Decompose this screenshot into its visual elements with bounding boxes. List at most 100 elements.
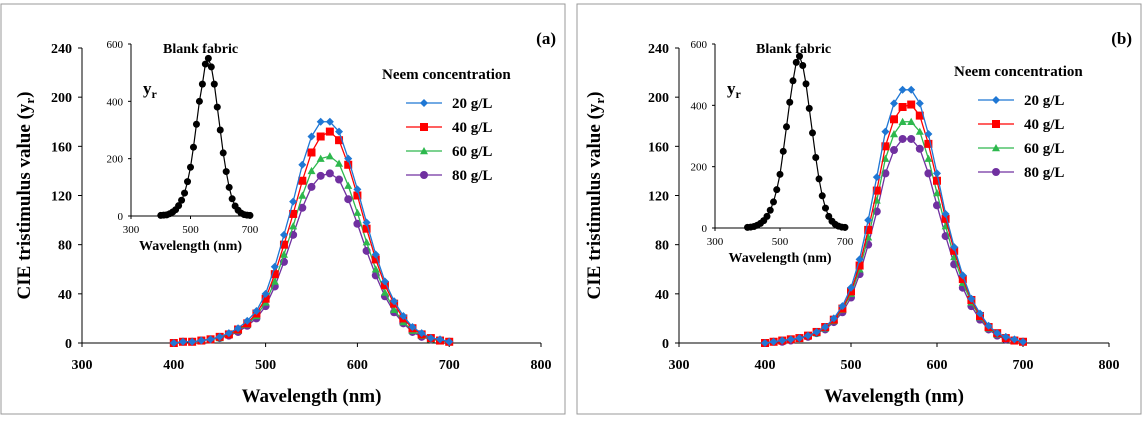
series-20gL: [761, 85, 1027, 347]
inset-data-point: [815, 175, 823, 183]
legend-label: 40 g/L: [452, 120, 492, 136]
inset-data-point: [178, 196, 186, 204]
data-point: [984, 321, 993, 330]
x-tick-label: 800: [531, 358, 552, 373]
data-point: [270, 277, 279, 285]
data-point: [353, 219, 362, 228]
data-point: [325, 127, 334, 136]
inset-chart: 0 200 400 600 300 500 700 Blank fabric yr Wavelen…: [691, 39, 854, 266]
data-point: [298, 160, 307, 169]
data-point: [380, 288, 389, 296]
inset-y-tick-label: 400: [691, 100, 708, 112]
inset-x-tick-label: 300: [707, 236, 724, 248]
data-point: [316, 117, 325, 126]
data-point: [344, 154, 353, 163]
legend-item: 20 g/L: [978, 93, 1064, 109]
data-point: [838, 302, 847, 311]
legend-item: 40 g/L: [978, 117, 1064, 133]
data-point: [976, 309, 984, 318]
x-tick-label: 700: [1013, 358, 1034, 373]
data-point: [399, 311, 408, 320]
legend-label: 20 g/L: [452, 96, 492, 112]
y-axis-label: CIE tristimulus value (yr): [584, 92, 607, 300]
legend-item: 40 g/L: [406, 120, 492, 136]
data-point: [344, 195, 353, 204]
inset-data-point: [187, 163, 194, 171]
legend-item: 80 g/L: [406, 168, 492, 184]
y-tick-label: 200: [648, 91, 669, 106]
data-point: [872, 173, 881, 182]
data-point: [307, 148, 316, 157]
inset-data-point: [204, 54, 212, 62]
data-point: [864, 216, 873, 225]
legend-marker: [420, 147, 428, 155]
data-point: [353, 208, 362, 216]
y-tick-label: 120: [51, 190, 72, 205]
legend-label: 60 g/L: [1024, 141, 1064, 157]
data-point: [234, 324, 243, 333]
data-point: [289, 209, 298, 218]
y-tick-label: 120: [648, 190, 669, 205]
inset-data-point: [763, 212, 771, 220]
inset-data-point: [809, 129, 816, 137]
inset-data-point: [802, 80, 810, 88]
inset-y-tick-label: 0: [118, 211, 124, 223]
inset-y-tick-label: 200: [107, 154, 124, 166]
legend-label: 40 g/L: [1024, 117, 1064, 133]
data-point: [408, 323, 417, 332]
inset-data-point: [192, 120, 200, 128]
chart-border: [576, 3, 1142, 415]
data-point: [307, 182, 316, 191]
y-tick-label: 80: [655, 239, 669, 254]
data-point: [325, 152, 334, 160]
data-point: [855, 261, 864, 270]
data-point: [890, 130, 898, 138]
y-tick-label: 240: [648, 42, 669, 57]
y-tick-label: 160: [51, 140, 72, 155]
legend-marker: [992, 120, 1000, 128]
x-tick-label: 300: [72, 358, 93, 373]
data-point: [993, 329, 1002, 338]
data-point: [967, 294, 976, 303]
legend-label: 20 g/L: [1024, 93, 1064, 109]
data-point: [270, 270, 279, 279]
legend-label: 60 g/L: [452, 144, 492, 160]
data-point: [298, 176, 307, 185]
inset-data-point: [210, 80, 218, 88]
data-point: [243, 316, 252, 325]
y-tick-label: 40: [655, 288, 669, 303]
inset-data-point: [201, 60, 209, 68]
y-tick-label: 240: [51, 42, 72, 57]
data-point: [335, 175, 344, 184]
inset-data-point: [812, 153, 820, 161]
data-point: [279, 240, 288, 249]
data-point: [915, 111, 924, 120]
data-point: [915, 99, 924, 108]
x-tick-label: 400: [163, 358, 184, 373]
series-20gL: [169, 117, 454, 347]
y-tick-label: 160: [648, 140, 669, 155]
data-point: [426, 334, 435, 343]
data-point: [924, 154, 933, 162]
data-point: [898, 85, 907, 94]
inset-data-point: [189, 143, 197, 151]
data-point: [890, 146, 898, 155]
data-point: [855, 255, 864, 264]
data-point: [316, 171, 325, 180]
data-point: [941, 214, 950, 223]
data-point: [812, 327, 821, 336]
inset-data-point: [773, 186, 781, 194]
legend-item: 60 g/L: [978, 141, 1064, 157]
data-point: [445, 337, 454, 346]
inset-data-point: [213, 103, 221, 111]
inset-title: Blank fabric: [163, 42, 238, 57]
inset-data-point: [181, 189, 189, 197]
data-point: [898, 134, 907, 143]
data-point: [344, 181, 353, 189]
legend-marker: [420, 171, 428, 179]
inset-data-point: [786, 98, 794, 106]
chart-a-svg: 0 40 80 120 160 200 240 300 400 500 600 700 800 Wavel…: [0, 3, 566, 415]
data-point: [371, 255, 380, 264]
inset-data-point: [805, 104, 813, 112]
inset-data-point: [222, 168, 230, 176]
